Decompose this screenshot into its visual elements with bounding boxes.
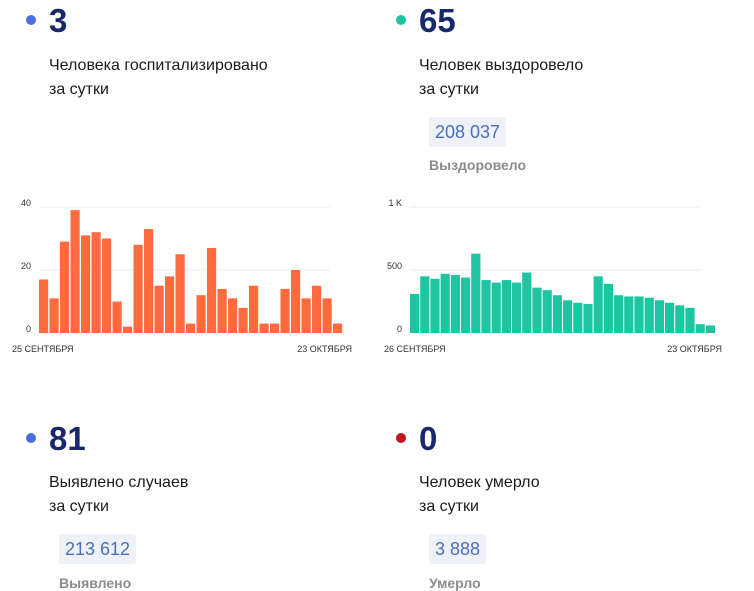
bar (552, 295, 562, 333)
deaths-dot (396, 433, 406, 443)
bar (685, 307, 695, 333)
bar (196, 295, 206, 333)
hospitalized-value: 3 (49, 2, 68, 39)
bar (228, 298, 238, 333)
deaths-caption-line1: Человек умерло (419, 474, 540, 491)
cases-total-label: Выявлено (59, 575, 132, 591)
bar (532, 287, 542, 333)
bar (583, 304, 593, 333)
recovered-caption-line1: Человек выздоровело (419, 57, 584, 74)
bar (175, 254, 185, 333)
cases-value: 81 (49, 420, 86, 457)
bar (217, 288, 227, 333)
hospitalized-caption-line1: Человека госпитализировано (49, 57, 268, 74)
bar (207, 247, 217, 333)
x-end-label: 23 ОКТЯБРЯ (667, 344, 722, 354)
bar (481, 280, 491, 333)
bar (705, 325, 715, 333)
hospitalized-dot (26, 15, 36, 25)
bar (634, 296, 644, 333)
y-tick-label: 20 (21, 261, 31, 271)
recovered-total-label: Выздоровело (429, 157, 527, 173)
x-start-label: 25 СЕНТЯБРЯ (12, 344, 74, 354)
y-tick-label: 40 (21, 198, 31, 208)
bar (312, 285, 322, 333)
bar (123, 326, 133, 333)
bar (450, 275, 460, 333)
bar (270, 323, 280, 333)
bar (512, 282, 522, 333)
recovered-chart: 0 500 1 K 26 СЕНТЯБРЯ 23 ОКТЯБРЯ (384, 198, 722, 354)
recovered-value: 65 (419, 2, 456, 39)
y-tick-label: 0 (397, 324, 402, 334)
bar (420, 276, 430, 333)
bar (39, 279, 49, 333)
bar (154, 285, 164, 333)
bar (471, 253, 481, 333)
y-tick-label: 1 K (388, 198, 402, 208)
deaths-total-label: Умерло (429, 575, 481, 591)
bar (522, 272, 532, 333)
bar (81, 235, 91, 333)
hospitalized-caption-line2: за сутки (49, 81, 109, 98)
recovered-caption-line2: за сутки (419, 81, 479, 98)
bar (186, 323, 196, 333)
cases-caption-line2: за сутки (49, 498, 109, 515)
bar (501, 280, 511, 333)
bar (491, 282, 501, 333)
bar (280, 288, 290, 333)
cases-total-badge: 213 612 (59, 534, 137, 564)
cases-caption-line1: Выявлено случаев (49, 474, 189, 491)
y-tick-label: 500 (387, 261, 402, 271)
deaths-caption-line2: за сутки (419, 498, 479, 515)
bar (603, 283, 613, 333)
bar (563, 300, 573, 333)
bar (654, 300, 664, 333)
bar (249, 285, 259, 333)
bar (144, 229, 154, 333)
bar (165, 276, 175, 333)
y-tick-label: 0 (26, 324, 31, 334)
bar (238, 307, 248, 333)
bar (102, 238, 112, 333)
bar (70, 210, 80, 333)
bar (133, 244, 143, 333)
bar (322, 298, 332, 333)
bar (644, 297, 654, 333)
recovered-dot (396, 15, 406, 25)
x-end-label: 23 ОКТЯБРЯ (297, 344, 352, 354)
bar (461, 277, 471, 333)
bar (91, 232, 101, 333)
bar (440, 273, 450, 333)
bar (60, 241, 70, 333)
hospitalized-chart: 0 20 40 25 СЕНТЯБРЯ 23 ОКТЯБРЯ (12, 198, 352, 354)
bar (333, 323, 343, 333)
deaths-value: 0 (419, 420, 438, 457)
bar (675, 305, 685, 333)
bar (112, 301, 122, 333)
bar (542, 290, 552, 333)
bar (665, 302, 675, 333)
bar (430, 278, 440, 333)
bar (573, 302, 583, 333)
deaths-total-badge: 3 888 (429, 534, 487, 564)
bar (291, 270, 301, 333)
bar (695, 324, 705, 333)
bar (301, 298, 311, 333)
x-start-label: 26 СЕНТЯБРЯ (384, 344, 446, 354)
bar (614, 295, 624, 333)
bar (259, 323, 269, 333)
cases-dot (26, 433, 36, 443)
recovered-total-badge: 208 037 (429, 117, 507, 147)
bar (593, 276, 603, 333)
bar (410, 293, 420, 333)
bar (624, 296, 634, 333)
bar (49, 298, 59, 333)
